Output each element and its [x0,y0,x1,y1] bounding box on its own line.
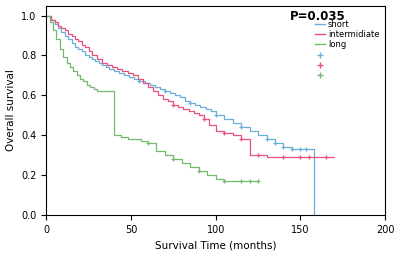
Y-axis label: Overall survival: Overall survival [6,69,16,151]
X-axis label: Survival Time (months): Survival Time (months) [155,240,276,250]
Text: P=0.035: P=0.035 [290,10,346,23]
Legend: short, intermidiate, long,  ,  ,  : short, intermidiate, long, , , [314,18,381,82]
